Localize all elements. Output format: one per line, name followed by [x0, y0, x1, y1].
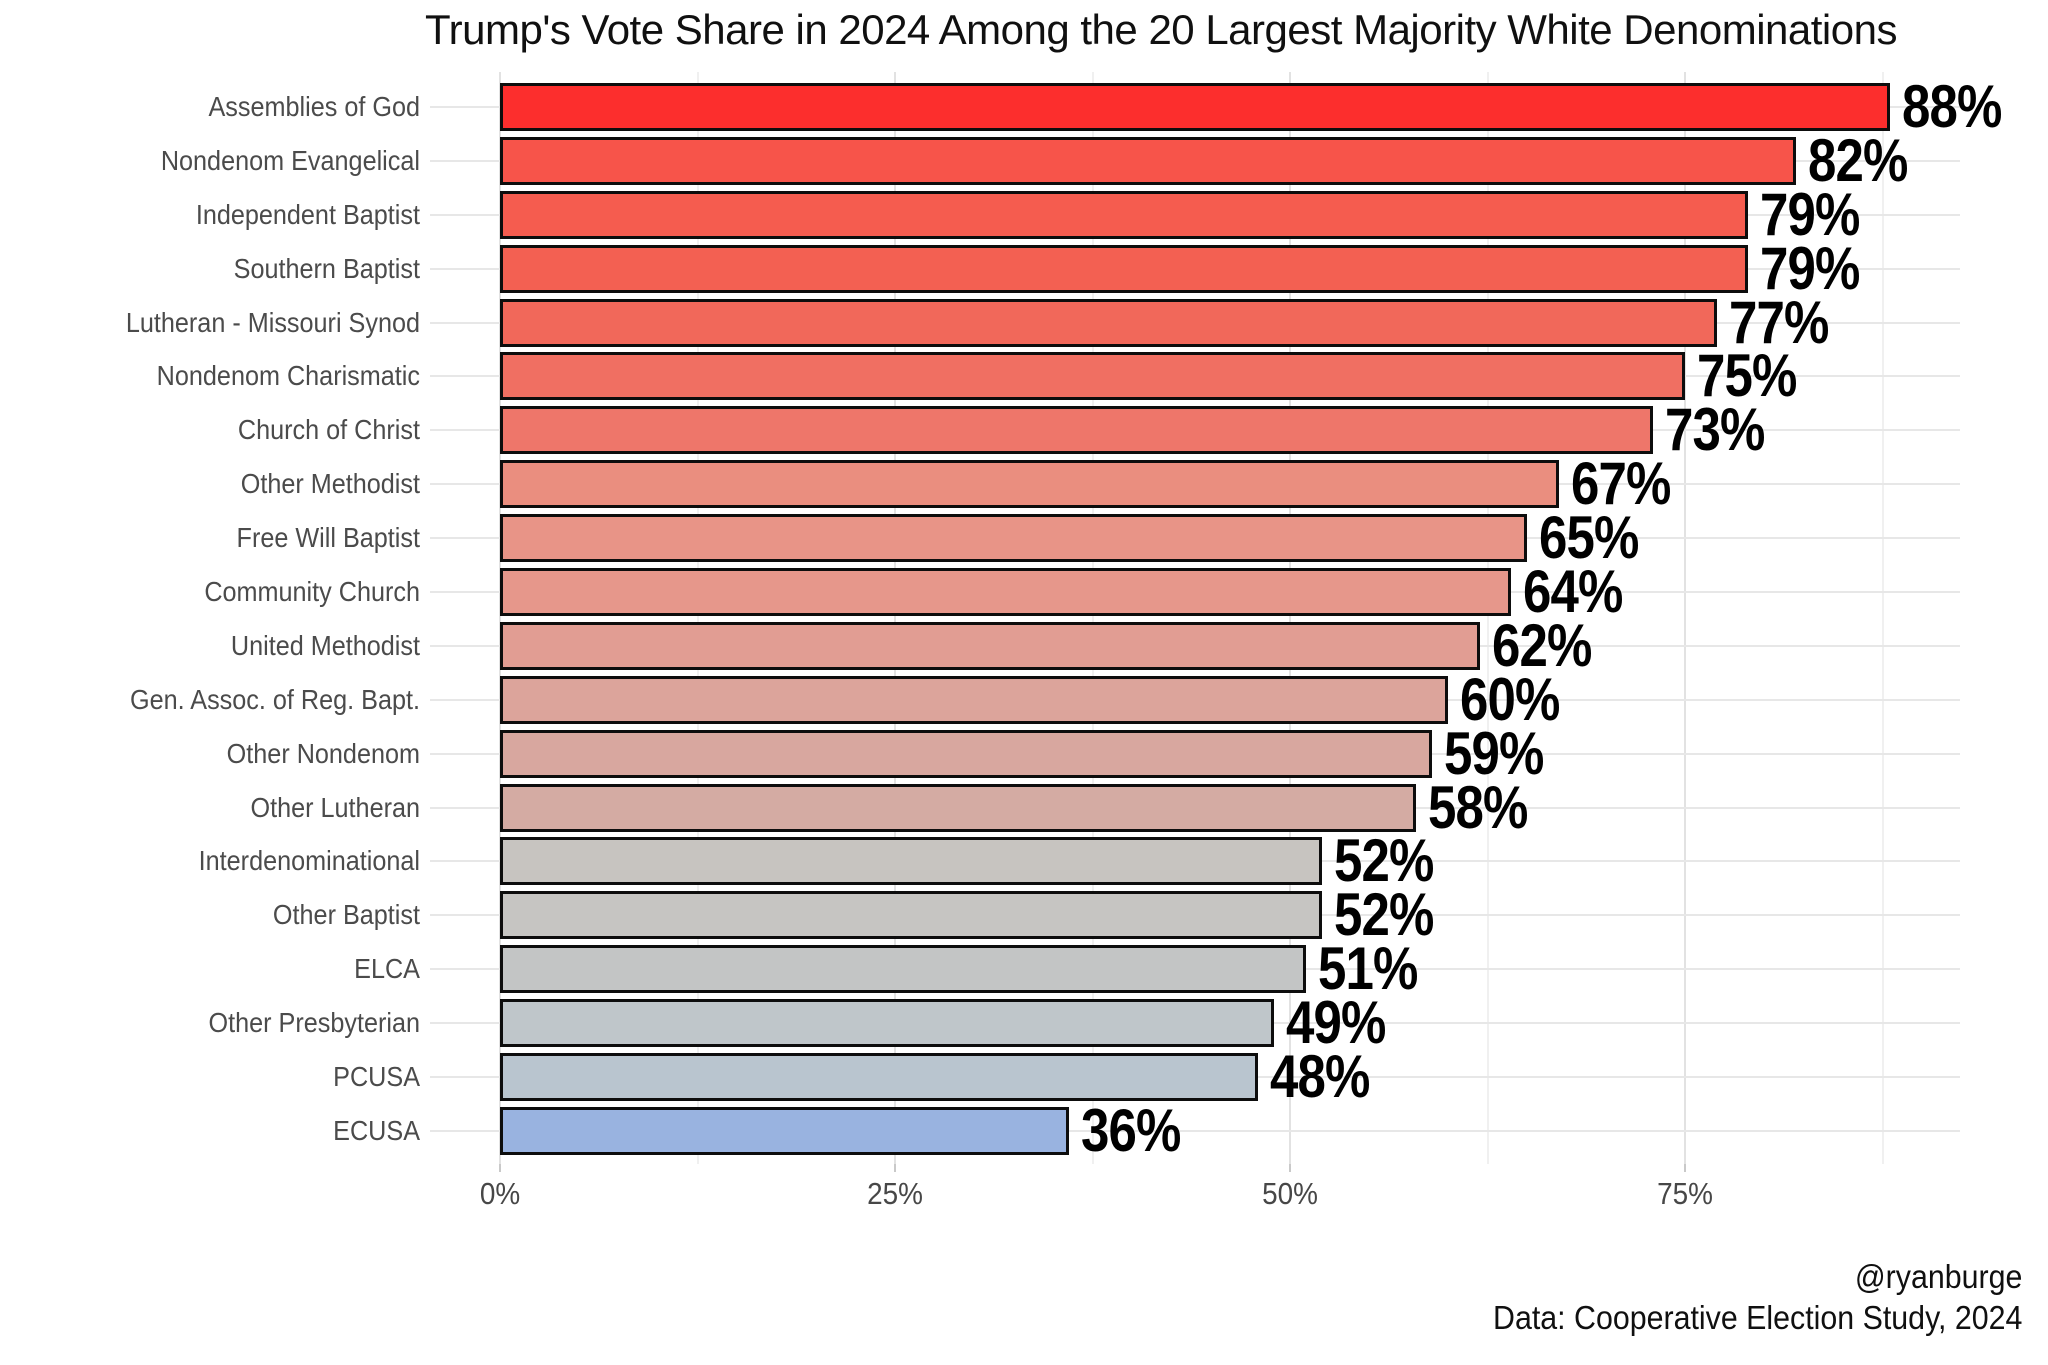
x-axis-tick-label: 25%: [867, 1176, 923, 1211]
grid-line-vertical-major: [894, 72, 896, 1164]
category-label: ECUSA: [333, 1114, 420, 1146]
footer-handle: @ryanburge: [1854, 1258, 2022, 1295]
chart-title: Trump's Vote Share in 2024 Among the 20 …: [425, 6, 1897, 53]
value-label: 48%: [1270, 1043, 1370, 1111]
value-label: 58%: [1428, 773, 1528, 841]
x-axis-tick: [499, 1164, 501, 1172]
x-axis-tick-label: 50%: [1262, 1176, 1318, 1211]
value-label: 60%: [1460, 665, 1560, 733]
x-axis-tick-label: 75%: [1657, 1176, 1713, 1211]
value-label: 88%: [1902, 73, 2002, 140]
bar: [500, 352, 1685, 401]
x-axis-tick: [894, 1164, 896, 1172]
category-label: Other Presbyterian: [208, 1007, 421, 1039]
bar: [500, 83, 1891, 131]
bar: [500, 190, 1749, 239]
category-label: PCUSA: [333, 1061, 420, 1093]
category-label: Interdenominational: [198, 845, 420, 877]
grid-line-vertical-minor: [696, 72, 699, 1164]
value-label: 49%: [1286, 989, 1386, 1057]
value-label: 59%: [1444, 719, 1544, 787]
footer: @ryanburge Data: Cooperative Election St…: [1493, 1256, 2022, 1338]
value-label: 67%: [1570, 450, 1671, 518]
bar: [500, 891, 1322, 940]
bar: [500, 729, 1433, 778]
bar: [500, 244, 1749, 293]
value-label: 62%: [1491, 611, 1592, 679]
value-label: 51%: [1317, 935, 1418, 1003]
grid-line-row: [430, 1129, 1960, 1132]
bar: [500, 1053, 1259, 1102]
value-label: 77%: [1728, 288, 1829, 356]
bar: [500, 298, 1717, 347]
bar: [500, 621, 1480, 670]
bar: [500, 1106, 1069, 1155]
category-label: Southern Baptist: [233, 252, 420, 284]
category-label: Assemblies of God: [208, 91, 421, 122]
value-label: 52%: [1333, 881, 1434, 949]
bar: [500, 783, 1417, 832]
category-label: Nondenom Evangelical: [160, 144, 420, 176]
x-axis-tick: [1684, 1164, 1686, 1172]
grid-line-vertical-major: [1684, 72, 1686, 1164]
grid-line-vertical-minor: [1486, 72, 1489, 1164]
value-label: 65%: [1539, 504, 1639, 572]
bar: [500, 136, 1796, 185]
value-label: 64%: [1523, 558, 1623, 625]
value-label: 36%: [1080, 1096, 1181, 1164]
bar: [500, 999, 1275, 1048]
bar: [500, 514, 1527, 563]
bar: [500, 837, 1322, 886]
value-label: 73%: [1665, 396, 1765, 464]
x-axis-tick: [1289, 1164, 1291, 1172]
bar: [500, 568, 1512, 616]
grid-line-vertical-minor: [1091, 72, 1094, 1164]
category-label: Free Will Baptist: [236, 522, 420, 554]
category-label: ELCA: [354, 953, 420, 985]
value-label: 52%: [1333, 827, 1434, 895]
bar: [500, 460, 1559, 509]
grid-line-vertical-major: [1289, 72, 1291, 1164]
category-label: Other Nondenom: [226, 737, 420, 769]
grid-line-vertical-minor: [1881, 72, 1884, 1164]
category-label: Lutheran - Missouri Synod: [125, 306, 421, 338]
category-label: Church of Christ: [237, 414, 420, 446]
category-label: Gen. Assoc. of Reg. Bapt.: [130, 683, 420, 715]
x-axis-tick-label: 0%: [479, 1176, 521, 1211]
category-label: Other Methodist: [240, 468, 420, 500]
bar: [500, 945, 1306, 994]
category-label: Independent Baptist: [195, 198, 420, 230]
value-label: 79%: [1760, 234, 1860, 302]
category-label: Nondenom Charismatic: [156, 360, 420, 392]
footer-source: Data: Cooperative Election Study, 2024: [1492, 1299, 2022, 1336]
bar: [500, 406, 1654, 455]
grid-line-vertical-major: [499, 72, 501, 1164]
bar: [500, 675, 1448, 724]
value-label: 75%: [1697, 342, 1797, 410]
value-label: 82%: [1807, 126, 1908, 194]
category-label: Other Baptist: [272, 899, 420, 931]
value-label: 79%: [1760, 180, 1860, 248]
category-label: United Methodist: [230, 629, 420, 661]
category-label: Community Church: [204, 576, 420, 607]
category-label: Other Lutheran: [250, 791, 420, 823]
